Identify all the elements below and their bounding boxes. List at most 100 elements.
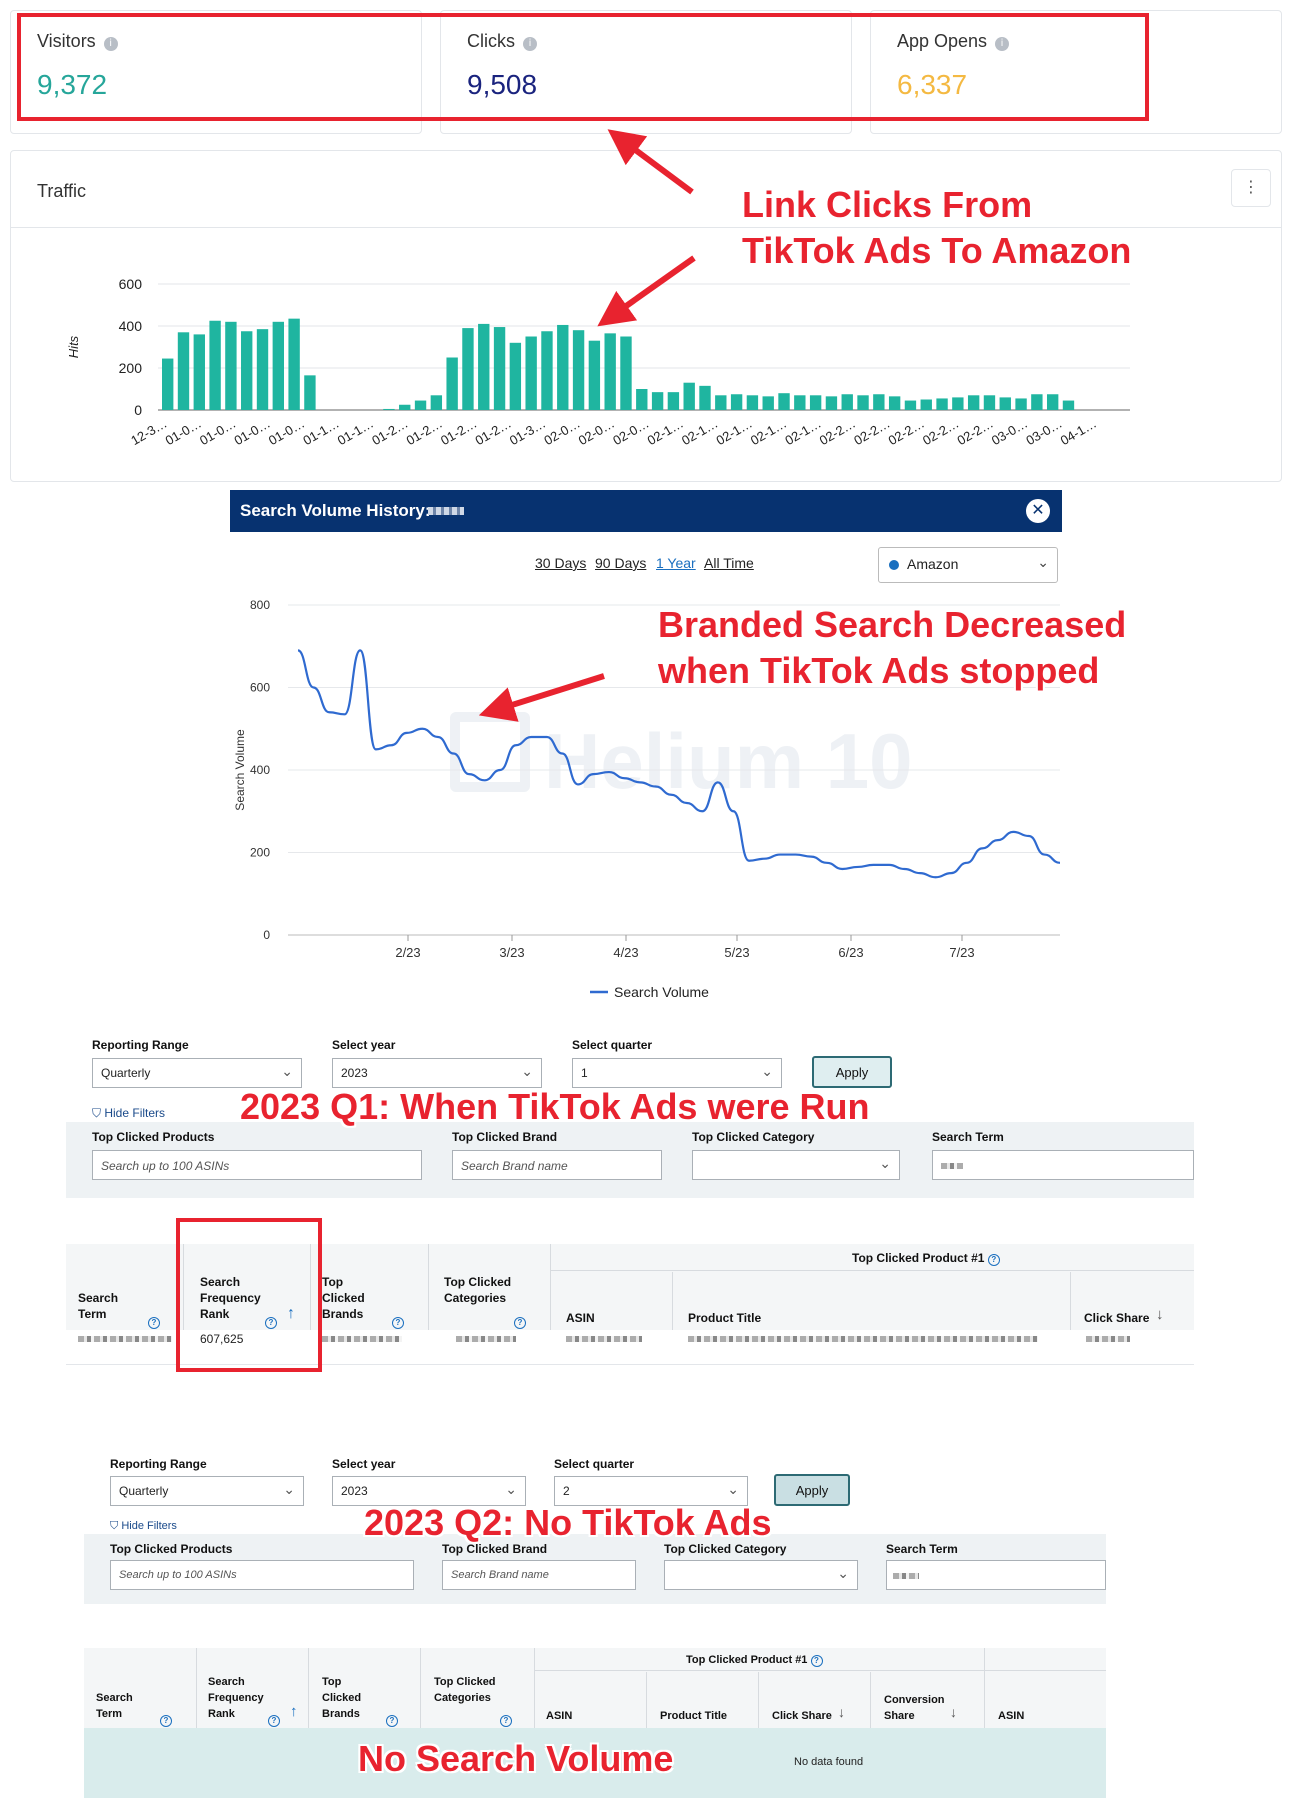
bar	[493, 327, 506, 410]
brand-input[interactable]: Search Brand name	[442, 1560, 636, 1590]
quarter-value: 1	[581, 1066, 588, 1080]
reporting-range-select[interactable]: Quarterly ⌄	[110, 1476, 304, 1506]
x-tick-label: 12-3…	[128, 416, 169, 449]
bar	[241, 331, 253, 410]
column-header-asin[interactable]: ASIN	[546, 1710, 573, 1722]
sort-descending-icon[interactable]: ↓	[950, 1704, 957, 1720]
sort-ascending-icon[interactable]: ↑	[287, 1305, 295, 1322]
range-30-days[interactable]: 30 Days	[535, 555, 587, 571]
vertical-ellipsis-icon[interactable]: ⋮	[1231, 169, 1271, 207]
info-icon[interactable]: i	[103, 37, 118, 51]
bar	[873, 394, 885, 410]
group-label: Top Clicked Product #1	[852, 1251, 985, 1265]
bar	[667, 392, 680, 410]
column-divider	[1070, 1272, 1071, 1330]
search-term-input[interactable]	[932, 1150, 1194, 1180]
range-90-days[interactable]: 90 Days	[595, 555, 647, 571]
watermark-text: Helium 10	[544, 717, 913, 805]
filter-label: Top Clicked Category	[664, 1542, 787, 1556]
column-header-top-clicked-categories[interactable]: Top Clicked Categories	[434, 1676, 496, 1704]
help-icon[interactable]: ?	[148, 1312, 160, 1330]
x-tick-label: 02-2…	[954, 416, 995, 449]
y-tick-label: 0	[134, 402, 142, 418]
x-tick-label: 02-0…	[576, 416, 617, 449]
column-header-top-clicked-brands[interactable]: Top Clicked Brands	[322, 1275, 365, 1321]
column-header-search-term[interactable]: Search Term	[78, 1291, 119, 1321]
products-input[interactable]: Search up to 100 ASINs	[110, 1560, 414, 1590]
column-header-product-title[interactable]: Product Title	[688, 1311, 762, 1325]
y-tick-label: 200	[119, 360, 143, 376]
range-1-year[interactable]: 1 Year	[656, 555, 696, 571]
help-icon[interactable]: ?	[514, 1312, 526, 1330]
annotation-link-clicks: Link Clicks From TikTok Ads To Amazon	[742, 184, 1132, 271]
category-select[interactable]: ⌄	[664, 1560, 858, 1590]
column-header-click-share[interactable]: Click Share	[772, 1710, 832, 1722]
column-header-search-term[interactable]: Search Term	[96, 1692, 133, 1720]
bar	[304, 375, 316, 410]
column-header-conversion-share[interactable]: Conversion Share	[884, 1694, 945, 1722]
quarter-select[interactable]: 2 ⌄	[554, 1476, 748, 1506]
column-header-product-title[interactable]: Product Title	[660, 1710, 728, 1722]
column-divider	[646, 1672, 647, 1728]
table-row[interactable]: 607,625	[66, 1330, 1194, 1365]
help-icon[interactable]: ?	[987, 1254, 1000, 1266]
redacted-cell	[322, 1336, 402, 1342]
help-icon[interactable]: ?	[386, 1710, 398, 1728]
column-header-asin-2[interactable]: ASIN	[998, 1710, 1025, 1722]
column-header-asin[interactable]: ASIN	[566, 1311, 595, 1325]
hide-filters-link[interactable]: ⛉ Hide Filters	[92, 1106, 165, 1121]
bar	[1031, 394, 1043, 410]
range-all-time[interactable]: All Time	[704, 555, 754, 571]
help-icon[interactable]: ?	[810, 1655, 823, 1667]
help-icon[interactable]: ?	[160, 1710, 172, 1728]
column-divider	[984, 1648, 985, 1728]
x-tick-label: 04-1…	[1058, 416, 1099, 449]
sort-descending-icon[interactable]: ↓	[1156, 1306, 1164, 1323]
kpi-label: Visitors	[37, 31, 96, 51]
reporting-range-select[interactable]: Quarterly ⌄	[92, 1058, 302, 1088]
year-select[interactable]: 2023 ⌄	[332, 1058, 542, 1088]
help-icon[interactable]: ?	[265, 1312, 277, 1330]
search-term-input[interactable]	[886, 1560, 1106, 1590]
bar	[778, 393, 790, 410]
help-icon[interactable]: ?	[392, 1312, 404, 1330]
bar	[430, 395, 443, 410]
bar	[478, 323, 490, 410]
close-icon[interactable]: ✕	[1026, 499, 1050, 523]
quarter-select[interactable]: 1 ⌄	[572, 1058, 782, 1088]
column-header-top-clicked-categories[interactable]: Top Clicked Categories	[444, 1275, 512, 1305]
traffic-divider	[11, 227, 1281, 228]
platform-select[interactable]: Amazon ⌄	[878, 547, 1058, 583]
apply-button[interactable]: Apply	[812, 1056, 892, 1088]
x-tick-label: 02-2…	[817, 416, 858, 449]
y-axis-label: Hits	[66, 335, 81, 358]
bar	[256, 329, 269, 410]
hide-filters-label: Hide Filters	[104, 1106, 166, 1120]
column-header-top-clicked-brands[interactable]: Top Clicked Brands	[322, 1676, 362, 1720]
redacted-term	[941, 1163, 963, 1169]
bar	[193, 334, 205, 410]
hide-filters-link[interactable]: ⛉ Hide Filters	[110, 1520, 177, 1533]
sort-ascending-icon[interactable]: ↑	[290, 1703, 298, 1720]
info-icon[interactable]: i	[995, 37, 1010, 51]
bar	[1046, 394, 1059, 410]
products-input[interactable]: Search up to 100 ASINs	[92, 1150, 422, 1180]
x-tick-label: 02-1…	[748, 416, 789, 449]
bar	[952, 397, 964, 410]
brand-input[interactable]: Search Brand name	[452, 1150, 662, 1180]
info-icon[interactable]: i	[523, 37, 537, 51]
help-icon[interactable]: ?	[500, 1710, 512, 1728]
table-group-header: Top Clicked Product #1 ?	[852, 1250, 1000, 1266]
year-select[interactable]: 2023 ⌄	[332, 1476, 526, 1506]
chevron-down-icon: ⌄	[761, 1063, 773, 1079]
column-header-search-frequency-rank[interactable]: Search Frequency Rank	[208, 1676, 264, 1720]
apply-button[interactable]: Apply	[774, 1474, 850, 1506]
sort-descending-icon[interactable]: ↓	[838, 1704, 845, 1720]
column-header-click-share[interactable]: Click Share	[1084, 1311, 1150, 1325]
category-select[interactable]: ⌄	[692, 1150, 900, 1180]
column-header-search-frequency-rank[interactable]: Search Frequency Rank	[200, 1275, 261, 1321]
help-icon[interactable]: ?	[268, 1710, 280, 1728]
quarter-label: Select quarter	[572, 1038, 653, 1052]
chevron-down-icon: ⌄	[283, 1481, 295, 1497]
x-tick-label: 02-1…	[713, 416, 754, 449]
